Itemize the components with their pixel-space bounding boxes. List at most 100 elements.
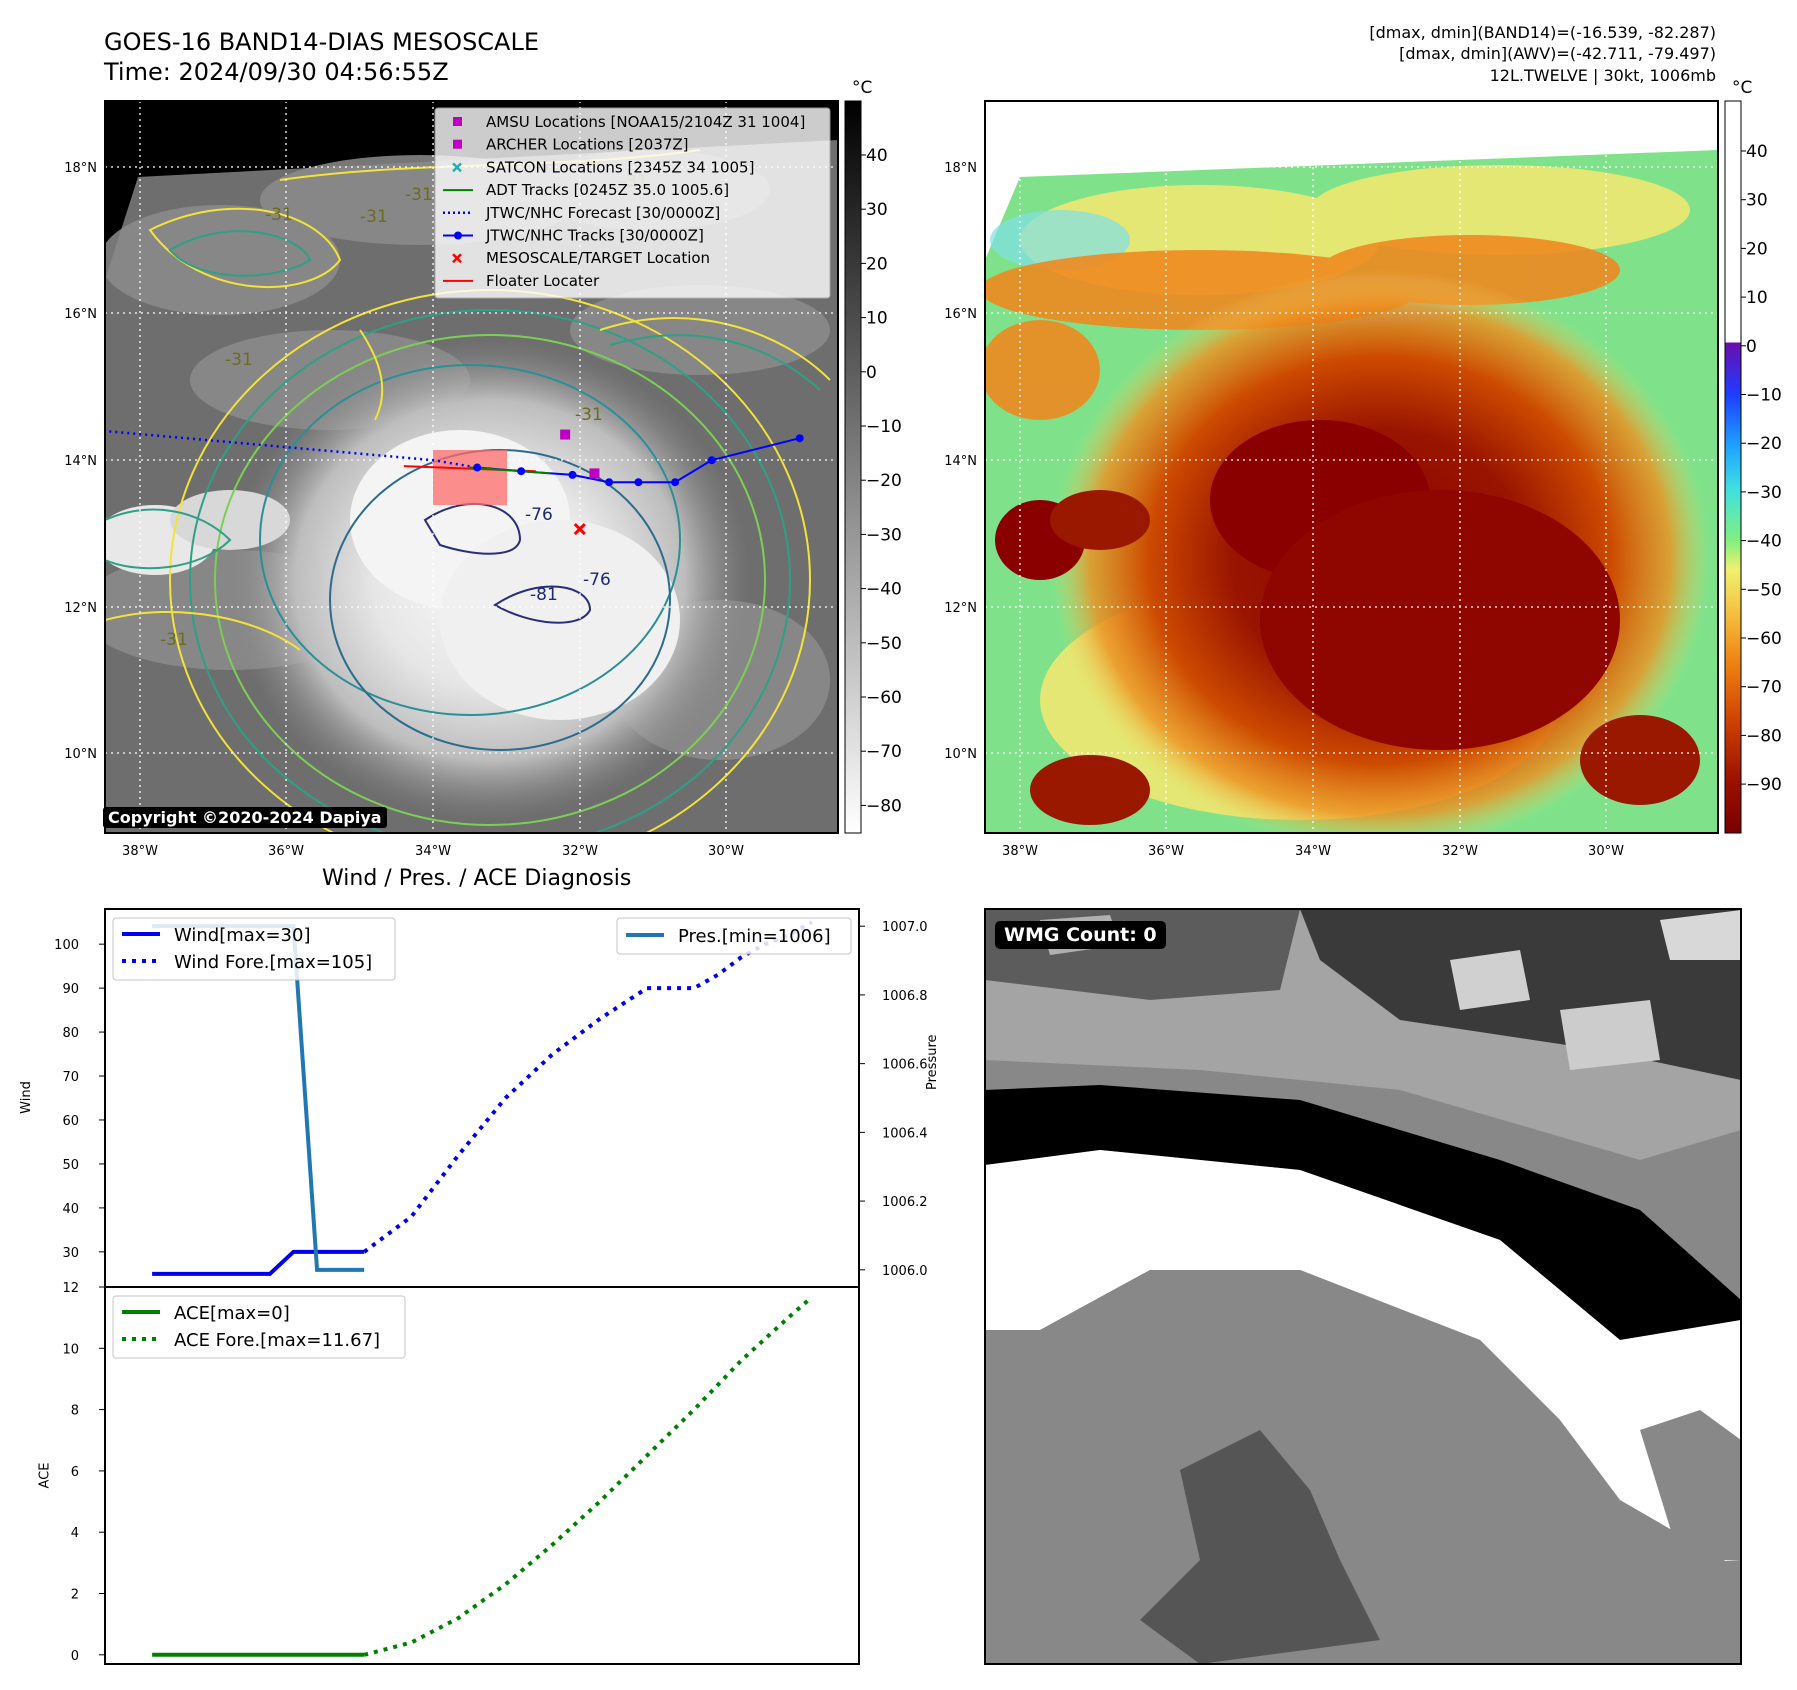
info-line-2: [dmax, dmin](AWV)=(-42.711, -79.497) bbox=[1399, 44, 1716, 63]
ir-cbar-tick-label: −50 bbox=[866, 634, 902, 654]
ace-ytick-label: 12 bbox=[62, 1281, 79, 1296]
track-point bbox=[707, 456, 716, 465]
awv-colorbar-unit: °C bbox=[1732, 78, 1753, 98]
contour-label: -31 bbox=[405, 185, 433, 205]
ir-lat-label: 18°N bbox=[64, 161, 97, 176]
contour-label: -76 bbox=[525, 505, 553, 525]
ir-colorbar-unit: °C bbox=[852, 78, 873, 98]
ir-cbar-tick-label: −60 bbox=[866, 688, 902, 708]
legend-square-icon bbox=[453, 117, 462, 126]
legend-label: ADT Tracks [0245Z 35.0 1005.6] bbox=[486, 181, 729, 199]
series-line bbox=[152, 1249, 365, 1276]
legend-label: Wind Fore.[max=105] bbox=[174, 952, 372, 973]
legend-label: ACE Fore.[max=11.67] bbox=[174, 1330, 380, 1351]
pres-ytick-label: 1006.0 bbox=[882, 1264, 928, 1279]
track-point bbox=[671, 478, 680, 487]
pres-legend: Pres.[min=1006] bbox=[616, 917, 852, 955]
legend-entry: ACE Fore.[max=11.67] bbox=[122, 1330, 380, 1351]
legend-label: ARCHER Locations [2037Z] bbox=[486, 136, 689, 154]
legend-label: AMSU Locations [NOAA15/2104Z 31 1004] bbox=[486, 113, 805, 131]
legend-entry: ADT Tracks [0245Z 35.0 1005.6] bbox=[443, 181, 729, 199]
awv-cbar-tick-label: 10 bbox=[1746, 288, 1768, 308]
wind-ytick-label: 100 bbox=[54, 938, 79, 953]
awv-cbar-tick-label: −90 bbox=[1746, 775, 1782, 795]
legend-entry: JTWC/NHC Tracks [30/0000Z] bbox=[443, 227, 704, 245]
track-point bbox=[795, 434, 804, 443]
legend-label: ACE[max=0] bbox=[174, 1303, 290, 1324]
ir-lat-label: 16°N bbox=[64, 307, 97, 322]
ir-cbar-tick-label: −70 bbox=[866, 742, 902, 762]
ir-lat-label: 12°N bbox=[64, 601, 97, 616]
legend-square-icon bbox=[453, 139, 462, 149]
ir-satellite-map: -31-31-31-31-31-76-76-81-31-31 AMSU Loca… bbox=[104, 100, 839, 834]
ace-legend: ACE[max=0] ACE Fore.[max=11.67] bbox=[112, 1295, 406, 1359]
page-title-line1: GOES-16 BAND14-DIAS MESOSCALE bbox=[104, 28, 540, 56]
pres-ytick-label: 1006.8 bbox=[882, 989, 928, 1004]
legend-entry: JTWC/NHC Forecast [30/0000Z] bbox=[443, 204, 720, 222]
awv-lon-label: 30°W bbox=[1588, 844, 1624, 859]
awv-cbar-tick-label: −70 bbox=[1746, 678, 1782, 698]
ir-cbar-tick-label: −20 bbox=[866, 471, 902, 491]
awv-lon-label: 32°W bbox=[1442, 844, 1478, 859]
series-line bbox=[362, 920, 813, 1254]
contour-label: -76 bbox=[583, 570, 611, 590]
awv-cbar-tick-label: 0 bbox=[1746, 337, 1757, 357]
adt-track-line bbox=[469, 466, 551, 475]
ace-ytick-label: 4 bbox=[71, 1526, 79, 1541]
legend-dot-icon bbox=[454, 231, 462, 240]
ir-colorbar: 40 30 20 10 0 −10 −20 −30 −40 −50 −60 −70 −80 bbox=[844, 100, 902, 834]
ir-cbar-tick-label: −30 bbox=[866, 525, 902, 545]
ace-axis-label: ACE bbox=[37, 1462, 53, 1489]
page-title-line2: Time: 2024/09/30 04:56:55Z bbox=[104, 58, 449, 86]
wind-ytick-label: 80 bbox=[62, 1026, 79, 1041]
ir-cbar-tick-label: −40 bbox=[866, 580, 902, 600]
ace-ytick-label: 10 bbox=[62, 1342, 79, 1357]
awv-lat-label: 10°N bbox=[944, 747, 977, 762]
legend-label: Wind[max=30] bbox=[174, 925, 311, 946]
ir-lon-label: 36°W bbox=[268, 844, 304, 859]
legend-entry: SATCON Locations [2345Z 34 1005] bbox=[452, 158, 754, 176]
legend-label: JTWC/NHC Tracks [30/0000Z] bbox=[485, 227, 704, 245]
info-line-3: 12L.TWELVE | 30kt, 1006mb bbox=[1489, 66, 1716, 85]
ir-cbar-tick-label: 0 bbox=[866, 363, 877, 383]
ir-lat-label: 14°N bbox=[64, 454, 97, 469]
ace-chart: 0 2 4 6 8 10 12 ACE[max=0] ACE Fore.[max=11.67] bbox=[62, 1281, 860, 1665]
wind-pressure-chart: 30 40 50 60 70 80 90 100 1006.0 1006.2 1006.4 1006… bbox=[54, 908, 928, 1288]
track-point bbox=[605, 478, 614, 487]
ir-lon-label: 32°W bbox=[562, 844, 598, 859]
wmg-count-badge: WMG Count: 0 bbox=[995, 921, 1166, 949]
pressure-axis-label: Pressure bbox=[925, 1034, 940, 1090]
floater-box bbox=[433, 450, 507, 505]
ace-ytick-label: 8 bbox=[71, 1404, 79, 1419]
awv-colorbar: 40 30 20 10 0 −10 −20 −30 −40 −50 −60 −70 −80 −90 bbox=[1724, 100, 1782, 834]
ace-ytick-label: 6 bbox=[71, 1465, 79, 1480]
legend-label: Pres.[min=1006] bbox=[678, 926, 831, 947]
ir-lon-label: 34°W bbox=[415, 844, 451, 859]
legend-label: MESOSCALE/TARGET Location bbox=[486, 249, 710, 267]
copyright-label: Copyright ©2020-2024 Dapiya bbox=[103, 807, 387, 828]
awv-cbar-tick-label: 20 bbox=[1746, 239, 1768, 259]
wind-legend: Wind[max=30] Wind Fore.[max=105] bbox=[112, 917, 396, 981]
ir-cbar-tick-label: 10 bbox=[866, 309, 888, 329]
forecast-track-line bbox=[105, 429, 478, 469]
awv-lat-label: 18°N bbox=[944, 161, 977, 176]
legend-entry: ACE[max=0] bbox=[122, 1303, 290, 1324]
legend-entry: Wind Fore.[max=105] bbox=[122, 952, 372, 973]
ir-cbar-tick-label: 20 bbox=[866, 254, 888, 274]
track-overlay bbox=[105, 429, 804, 536]
legend-label: SATCON Locations [2345Z 34 1005] bbox=[486, 158, 754, 176]
awv-satellite-map bbox=[984, 100, 1719, 834]
awv-cbar-tick-label: 30 bbox=[1746, 191, 1768, 211]
legend-entry: ARCHER Locations [2037Z] bbox=[453, 136, 689, 154]
awv-lat-label: 12°N bbox=[944, 601, 977, 616]
pres-ytick-label: 1006.4 bbox=[882, 1126, 928, 1141]
track-point bbox=[473, 463, 482, 472]
awv-lon-label: 38°W bbox=[1002, 844, 1038, 859]
ir-lon-label: 30°W bbox=[708, 844, 744, 859]
target-x-marker bbox=[573, 523, 586, 536]
ir-cbar-tick-label: −10 bbox=[866, 417, 902, 437]
ir-legend: AMSU Locations [NOAA15/2104Z 31 1004] ARC… bbox=[434, 107, 831, 299]
wind-ytick-label: 30 bbox=[62, 1246, 79, 1261]
awv-cbar-tick-label: −20 bbox=[1746, 434, 1782, 454]
ir-cbar-tick-label: −80 bbox=[866, 796, 902, 816]
